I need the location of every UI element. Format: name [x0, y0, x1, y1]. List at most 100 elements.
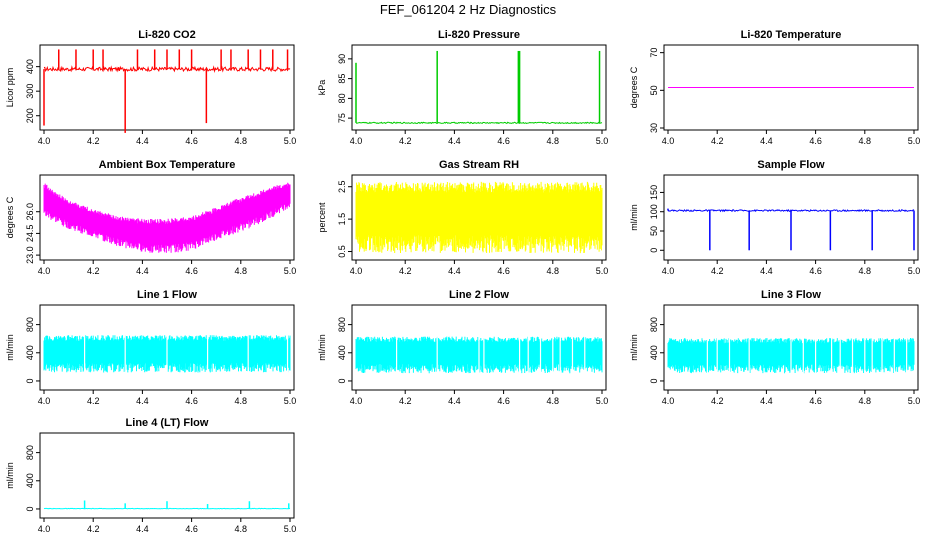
plot-frame: [663, 44, 919, 131]
x-tick-label: 4.8: [235, 396, 248, 406]
y-tick-label: 400: [649, 345, 659, 360]
x-tick-label: 5.0: [284, 266, 297, 276]
y-axis-label: degrees C: [629, 66, 639, 108]
x-tick-label: 5.0: [596, 396, 609, 406]
x-tick-label: 4.0: [662, 396, 675, 406]
x-tick-label: 4.2: [711, 266, 724, 276]
x-tick-label: 4.0: [350, 396, 363, 406]
x-tick-label: 5.0: [908, 136, 921, 146]
y-tick-label: 0: [25, 506, 35, 511]
y-axis-label: ml/min: [5, 334, 15, 361]
x-tick-label: 4.8: [235, 524, 248, 534]
x-tick-label: 4.6: [809, 266, 822, 276]
y-axis-label: kPa: [317, 80, 327, 96]
chart-panel-ambient: Ambient Box Temperature 4.0 4.2 4.4 4.6 4.8 5.…: [5, 159, 296, 276]
x-tick-label: 4.6: [185, 136, 198, 146]
y-tick-label: 70: [649, 48, 659, 58]
y-tick-label: 0: [25, 378, 35, 383]
y-tick-label: 0: [649, 378, 659, 383]
y-tick-label: 800: [649, 317, 659, 332]
x-tick-label: 4.8: [859, 266, 872, 276]
chart-title: Line 3 Flow: [761, 289, 821, 301]
y-tick-label: 30: [649, 123, 659, 133]
x-tick-label: 4.8: [547, 266, 560, 276]
y-axis-label: ml/min: [629, 334, 639, 361]
y-axis-label: percent: [317, 202, 327, 233]
plot-frame: [39, 174, 295, 261]
x-tick-label: 4.8: [859, 136, 872, 146]
x-tick-label: 4.4: [136, 136, 149, 146]
series-line3: [667, 336, 915, 375]
plot-frame: [351, 44, 607, 131]
x-tick-label: 5.0: [596, 136, 609, 146]
chart-panel-temp: Li-820 Temperature 4.0 4.2 4.4 4.6 4.8 5.0 30 50…: [629, 29, 920, 146]
y-tick-label: 400: [25, 59, 35, 74]
x-tick-label: 4.4: [136, 266, 149, 276]
y-tick-label: 400: [25, 345, 35, 360]
x-tick-label: 4.4: [760, 396, 773, 406]
series-line1: [43, 334, 291, 374]
y-axis-label: degrees C: [5, 196, 15, 238]
x-tick-label: 4.4: [760, 266, 773, 276]
chart-panel-line2: Line 2 Flow 4.0 4.2 4.4 4.6 4.8 5.0 0 400 800 ml/m…: [317, 289, 608, 406]
x-tick-label: 5.0: [284, 524, 297, 534]
x-tick-label: 4.4: [448, 136, 461, 146]
x-tick-label: 4.0: [350, 136, 363, 146]
series-pressure: [355, 50, 603, 125]
data-band: [355, 181, 603, 254]
chart-title: Line 2 Flow: [449, 289, 509, 301]
x-tick-label: 4.2: [87, 524, 100, 534]
chart-title: Line 4 (LT) Flow: [126, 417, 209, 429]
y-tick-label: 400: [25, 473, 35, 488]
plot-frame: [39, 44, 295, 131]
x-tick-label: 5.0: [284, 396, 297, 406]
series-sample: [667, 208, 915, 251]
y-tick-label: 2.5: [337, 180, 347, 193]
x-tick-label: 4.6: [809, 396, 822, 406]
x-tick-label: 4.6: [809, 136, 822, 146]
y-tick-label: 800: [25, 445, 35, 460]
chart-panel-line4: Line 4 (LT) Flow 4.0 4.2 4.4 4.6 4.8 5.0 0 400 80…: [5, 417, 296, 534]
plot-frame: [39, 304, 295, 391]
series-rh: [355, 181, 603, 254]
y-tick-label: 400: [337, 345, 347, 360]
y-axis-label: ml/min: [317, 334, 327, 361]
y-tick-label: 24.5: [25, 225, 35, 243]
y-axis-label: ml/min: [5, 462, 15, 489]
x-tick-label: 4.2: [87, 396, 100, 406]
y-tick-label: 0: [649, 248, 659, 253]
data-line: [355, 121, 603, 125]
x-tick-label: 4.4: [448, 396, 461, 406]
x-tick-label: 4.6: [185, 524, 198, 534]
x-tick-label: 4.0: [38, 136, 51, 146]
x-tick-label: 4.2: [399, 136, 412, 146]
x-tick-label: 4.0: [662, 136, 675, 146]
x-tick-label: 5.0: [908, 396, 921, 406]
x-tick-label: 4.6: [497, 266, 510, 276]
x-tick-label: 4.6: [185, 266, 198, 276]
x-tick-label: 4.0: [350, 266, 363, 276]
chart-title: Li-820 Pressure: [438, 29, 520, 41]
y-tick-label: 0: [337, 378, 347, 383]
y-tick-label: 50: [649, 226, 659, 236]
y-tick-label: 100: [649, 204, 659, 219]
x-tick-label: 4.4: [136, 396, 149, 406]
chart-panel-pressure: Li-820 Pressure 4.0 4.2 4.4 4.6 4.8 5.0 75 80 85 9…: [317, 29, 608, 146]
x-tick-label: 4.2: [87, 136, 100, 146]
y-tick-label: 150: [649, 185, 659, 200]
chart-panel-line1: Line 1 Flow 4.0 4.2 4.4 4.6 4.8 5.0 0 400 800 ml/m…: [5, 289, 296, 406]
y-tick-label: 200: [25, 108, 35, 123]
y-tick-label: 800: [337, 317, 347, 332]
x-tick-label: 4.6: [497, 396, 510, 406]
x-tick-label: 4.0: [38, 266, 51, 276]
x-tick-label: 4.4: [136, 524, 149, 534]
x-tick-label: 4.2: [399, 396, 412, 406]
y-tick-label: 0.5: [337, 245, 347, 258]
x-tick-label: 4.0: [662, 266, 675, 276]
series-ambient: [43, 182, 291, 253]
x-tick-label: 4.2: [87, 266, 100, 276]
data-line: [667, 208, 915, 213]
chart-title: Gas Stream RH: [439, 159, 519, 171]
y-tick-label: 800: [25, 317, 35, 332]
